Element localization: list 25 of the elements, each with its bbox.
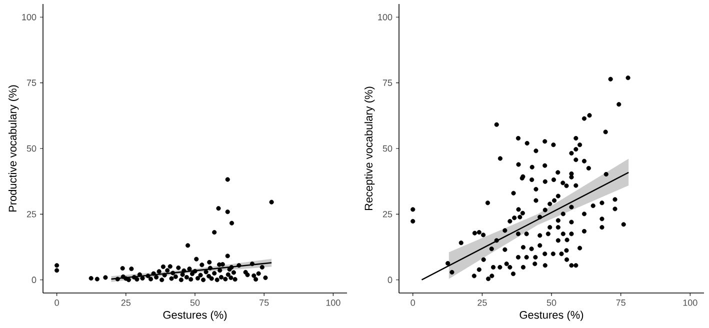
y-tick-label: 0 xyxy=(388,276,392,284)
x-tick-label: 25 xyxy=(121,300,131,306)
line-series xyxy=(421,172,630,281)
y-tick-label: 25 xyxy=(382,211,392,218)
y-tick-label: 100 xyxy=(378,14,392,20)
x-tick-label: 0 xyxy=(410,300,416,306)
x-tick-label: 100 xyxy=(326,300,340,306)
y-tick-label: 100 xyxy=(22,14,36,20)
y-tick-label: 50 xyxy=(382,145,392,152)
x-axis-title: Gestures (%) xyxy=(520,310,584,321)
y-axis-title: Receptive vocabulary (%) xyxy=(364,86,375,210)
x-tick-label: 50 xyxy=(190,300,200,306)
x-tick-label: 75 xyxy=(260,300,269,306)
y-axis-title: Productive vocabulary (%) xyxy=(8,85,19,212)
x-tick-label: 25 xyxy=(478,300,487,306)
x-tick-label: 100 xyxy=(683,300,698,306)
x-tick-label: 0 xyxy=(54,300,59,306)
y-tick-label: 50 xyxy=(26,145,36,152)
x-tick-label: 75 xyxy=(616,300,626,306)
y-tick-label: 75 xyxy=(26,80,36,86)
y-tick-label: 0 xyxy=(32,276,36,284)
x-axis-title: Gestures (%) xyxy=(163,310,227,321)
y-tick-label: 25 xyxy=(26,211,36,218)
x-tick-label: 50 xyxy=(546,300,556,306)
y-tick-label: 75 xyxy=(382,80,392,86)
